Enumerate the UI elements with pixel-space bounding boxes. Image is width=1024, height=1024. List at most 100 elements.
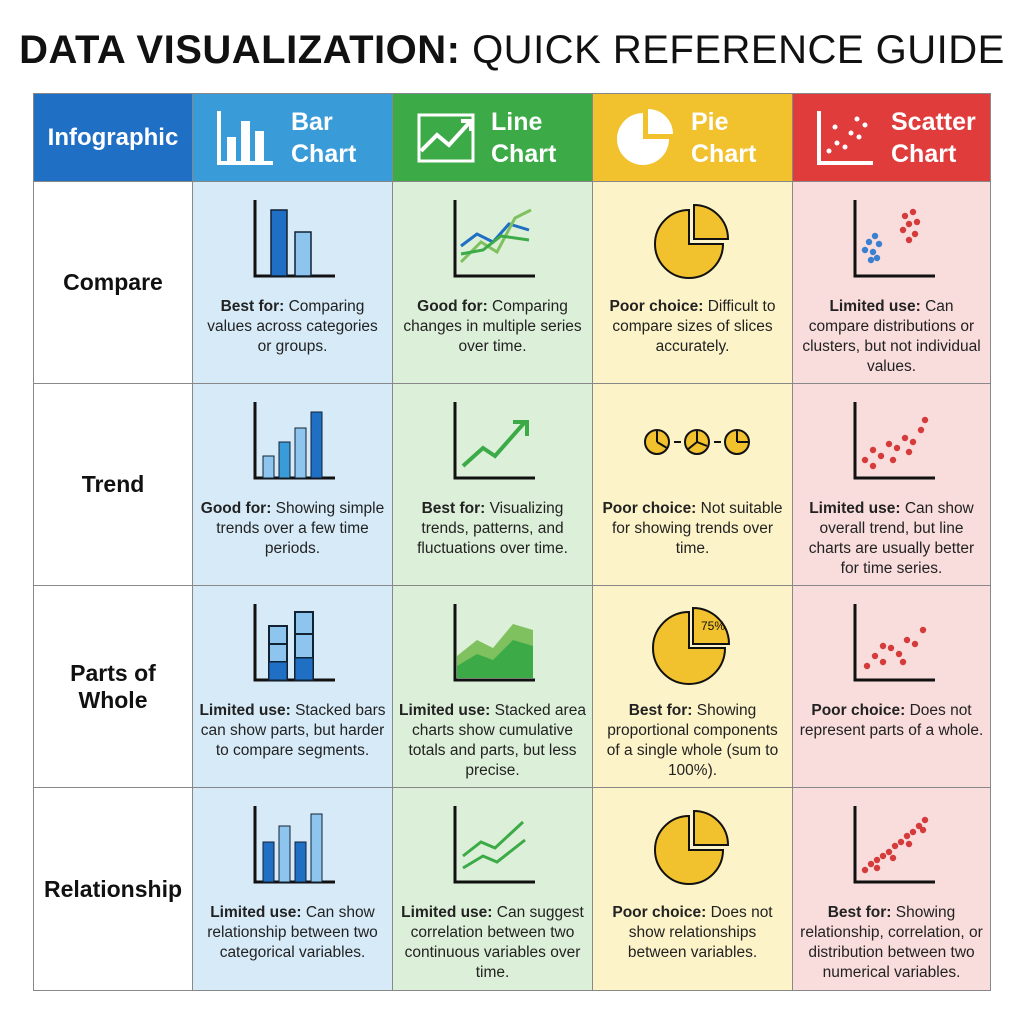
cell-lead: Best for: — [220, 298, 285, 315]
chart-icon — [253, 604, 335, 682]
cell-text: Limited use: Can show overall trend, but… — [799, 499, 984, 579]
cell-body: Does not represent parts of a whole. — [799, 702, 984, 739]
cell-body: Visualizing trends, patterns, and fluctu… — [417, 500, 568, 557]
cell-lead: Poor choice: — [612, 904, 707, 921]
chart-icon — [853, 200, 935, 278]
cell: Poor choice: Does not show relationships… — [592, 787, 793, 991]
cell-lead: Best for: — [421, 500, 486, 517]
row-label: Trend — [33, 383, 193, 586]
chart-icon — [453, 402, 535, 480]
chart-icon — [253, 806, 335, 884]
chart-icon — [654, 809, 730, 885]
cell-text: Poor choice: Does not represent parts of… — [799, 701, 984, 741]
cell-body: Showing proportional components of a sin… — [606, 702, 779, 779]
chart-icon: 75% — [652, 606, 731, 685]
chart-icon — [253, 200, 335, 278]
row-label: Parts of Whole — [33, 585, 193, 788]
header-icon — [217, 110, 273, 165]
column-title: Bar Chart — [291, 107, 357, 168]
cell-text: Limited use: Can compare distributions o… — [799, 297, 984, 377]
chart-icon — [853, 402, 935, 480]
cell-text: Poor choice: Does not show relationships… — [599, 903, 786, 963]
row-label: Compare — [33, 181, 193, 384]
column-header: Pie Chart — [592, 93, 793, 182]
cell: Good for: Comparing changes in multiple … — [392, 181, 593, 384]
cell: Best for: Comparing values across catego… — [192, 181, 393, 384]
cell: Limited use: Stacked bars can show parts… — [192, 585, 393, 788]
cell-body: Can suggest correlation between two cont… — [404, 904, 584, 981]
header-icon — [617, 108, 673, 165]
chart-icon — [253, 402, 335, 480]
column-header: Bar Chart — [192, 93, 393, 182]
cell-text: Limited use: Can show relationship betwe… — [199, 903, 386, 963]
cell-body: Can show overall trend, but line charts … — [808, 500, 975, 577]
cell-lead: Poor choice: — [609, 298, 704, 315]
cell-lead: Limited use: — [199, 702, 291, 719]
cell-body: Showing relationship, correlation, or di… — [800, 904, 983, 981]
cell-text: Poor choice: Not suitable for showing tr… — [599, 499, 786, 559]
column-title: Line Chart — [491, 107, 557, 168]
cell-text: Poor choice: Difficult to compare sizes … — [599, 297, 786, 357]
chart-icon — [453, 200, 535, 278]
title: DATA VISUALIZATION: QUICK REFERENCE GUID… — [0, 28, 1024, 73]
chart-icon — [644, 429, 750, 455]
cell-text: Best for: Showing relationship, correlat… — [799, 903, 984, 983]
cell-text: Limited use: Can suggest correlation bet… — [399, 903, 586, 983]
cell-lead: Good for: — [417, 298, 488, 315]
cell-lead: Limited use: — [210, 904, 302, 921]
cell-lead: Limited use: — [401, 904, 493, 921]
cell-lead: Best for: — [827, 904, 892, 921]
cell-text: Good for: Showing simple trends over a f… — [199, 499, 386, 559]
cell-text: Limited use: Stacked bars can show parts… — [199, 701, 386, 761]
cell-body: Difficult to compare sizes of slices acc… — [612, 298, 776, 355]
cell-lead: Poor choice: — [811, 702, 906, 719]
column-title: Scatter Chart — [891, 107, 976, 168]
pie-percent: 75% — [701, 619, 725, 633]
row-label: Relationship — [33, 787, 193, 991]
cell-body: Comparing changes in multiple series ove… — [403, 298, 582, 355]
cell: Poor choice: Does not represent parts of… — [792, 585, 991, 788]
cell-body: Can compare distributions or clusters, b… — [802, 298, 981, 375]
header-icon — [817, 110, 873, 165]
chart-icon — [654, 203, 730, 279]
chart-icon — [453, 806, 535, 884]
column-header: Scatter Chart — [792, 93, 991, 182]
title-bold: DATA VISUALIZATION: — [19, 28, 461, 72]
header-icon — [417, 113, 475, 162]
cell: Poor choice: Not suitable for showing tr… — [592, 383, 793, 586]
cell-body: Stacked area charts show cumulative tota… — [408, 702, 586, 779]
cell: Limited use: Can show overall trend, but… — [792, 383, 991, 586]
cell: Limited use: Can suggest correlation bet… — [392, 787, 593, 991]
chart-icon — [453, 604, 535, 682]
cell-body: Does not show relationships between vari… — [627, 904, 773, 961]
chart-icon — [853, 806, 935, 884]
cell-body: Stacked bars can show parts, but harder … — [200, 702, 386, 759]
cell-lead: Limited use: — [809, 500, 901, 517]
cell-text: Best for: Showing proportional component… — [599, 701, 786, 781]
column-title: Pie Chart — [691, 107, 757, 168]
cell-lead: Best for: — [628, 702, 693, 719]
cell: Best for: Visualizing trends, patterns, … — [392, 383, 593, 586]
cell: Good for: Showing simple trends over a f… — [192, 383, 393, 586]
cell-lead: Limited use: — [399, 702, 491, 719]
cell: Poor choice: Difficult to compare sizes … — [592, 181, 793, 384]
column-header: Line Chart — [392, 93, 593, 182]
cell-lead: Poor choice: — [602, 500, 697, 517]
cell-body: Not suitable for showing trends over tim… — [611, 500, 783, 557]
cell-body: Can show relationship between two catego… — [207, 904, 378, 961]
cell: Limited use: Stacked area charts show cu… — [392, 585, 593, 788]
chart-icon — [853, 604, 935, 682]
cell-lead: Limited use: — [829, 298, 921, 315]
cell-text: Limited use: Stacked area charts show cu… — [399, 701, 586, 781]
cell: Limited use: Can compare distributions o… — [792, 181, 991, 384]
cell: 75% Best for: Showing proportional compon… — [592, 585, 793, 788]
cell-text: Best for: Comparing values across catego… — [199, 297, 386, 357]
corner-header: Infographic — [33, 93, 193, 182]
cell: Best for: Showing relationship, correlat… — [792, 787, 991, 991]
cell-text: Good for: Comparing changes in multiple … — [399, 297, 586, 357]
cell: Limited use: Can show relationship betwe… — [192, 787, 393, 991]
cell-body: Showing simple trends over a few time pe… — [216, 500, 385, 557]
cell-lead: Good for: — [200, 500, 272, 517]
title-rest: QUICK REFERENCE GUIDE — [472, 28, 1005, 72]
